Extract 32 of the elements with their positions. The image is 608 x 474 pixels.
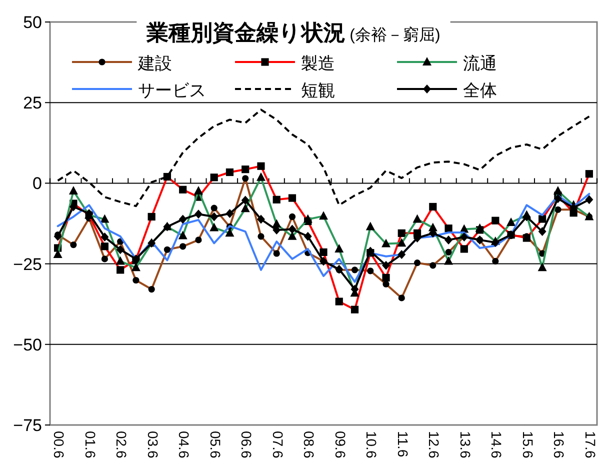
y-tick-label: 25 [23, 94, 42, 113]
x-tick-label: 10.6 [364, 431, 380, 458]
x-tick-label: 11.6 [394, 431, 411, 458]
y-tick-label: −50 [13, 335, 42, 354]
y-tick-label: −25 [13, 254, 42, 274]
y-tick-label: −75 [13, 416, 42, 435]
chart-subtitle: (余裕－窮屈) [350, 26, 440, 44]
x-tick-label: 16.6 [551, 431, 568, 458]
legend-label: 短観 [301, 81, 335, 100]
x-tick-label: 00.6 [51, 431, 68, 458]
x-tick-label: 03.6 [144, 431, 161, 458]
legend-label: 建設 [137, 54, 172, 73]
x-tick-label: 14.6 [488, 431, 505, 458]
x-tick-label: 15.6 [520, 431, 536, 458]
y-tick-label: 0 [32, 174, 42, 194]
chart-title: 業種別資金繰り状況 [146, 20, 346, 45]
x-tick-label: 08.6 [301, 431, 318, 458]
x-tick-label: 13.6 [457, 431, 474, 458]
legend-label: 製造 [301, 54, 335, 73]
x-tick-label: 07.6 [270, 431, 286, 458]
x-tick-label: 12.6 [426, 431, 442, 458]
legend-label: サービス [138, 81, 206, 100]
y-tick-label: 50 [23, 13, 42, 32]
x-tick-label: 01.6 [82, 431, 98, 458]
x-tick-label: 02.6 [114, 431, 130, 458]
legend-label: 流通 [463, 54, 497, 73]
legend-label: 全体 [463, 81, 497, 100]
x-tick-label: 05.6 [207, 431, 224, 458]
x-tick-label: 04.6 [176, 431, 192, 458]
x-tick-label: 09.6 [332, 431, 348, 458]
x-tick-label: 06.6 [238, 431, 255, 458]
x-tick-label: 17.6 [582, 431, 598, 458]
